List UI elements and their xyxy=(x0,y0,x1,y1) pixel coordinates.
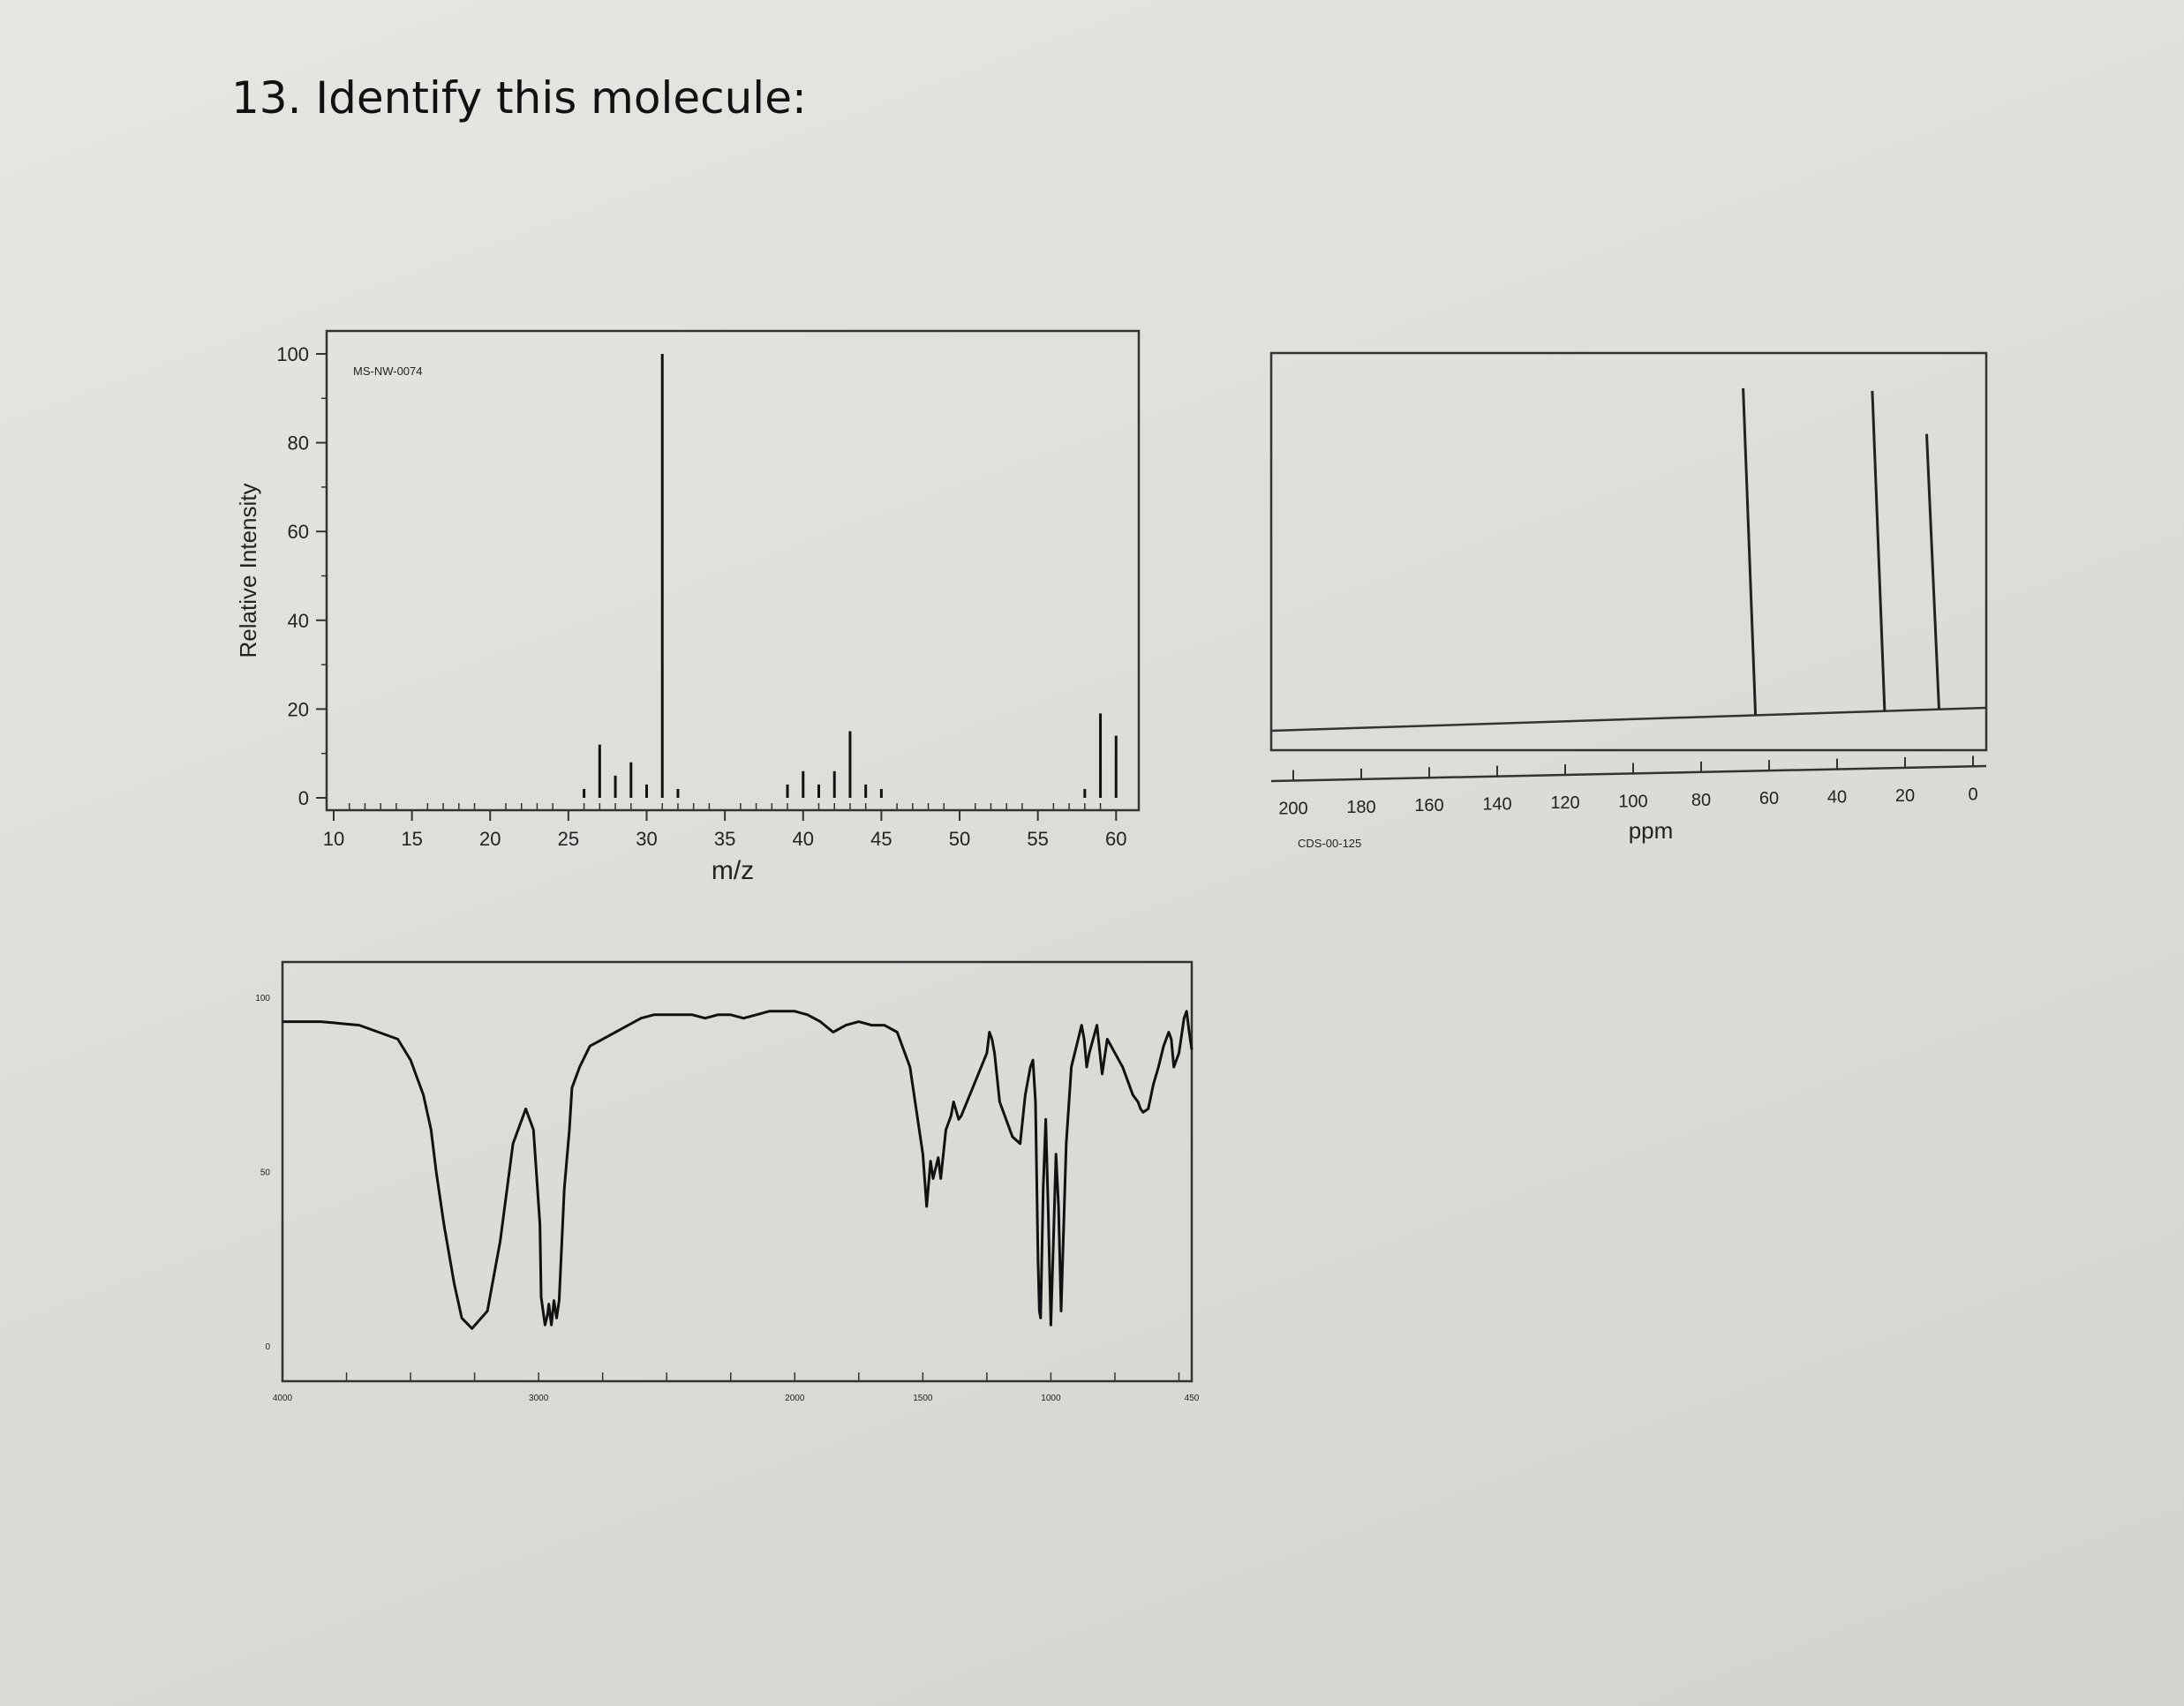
x-tick-label: 40 xyxy=(1827,788,1847,808)
x-tick-label: 60 xyxy=(1759,789,1779,808)
y-tick-label: 80 xyxy=(288,432,309,455)
y-tick-label: 20 xyxy=(288,698,309,720)
x-tick-label: 100 xyxy=(1618,792,1647,811)
ir-trace xyxy=(282,1010,1194,1330)
plot-frame xyxy=(325,329,1141,812)
x-tick-label: 55 xyxy=(1027,828,1048,850)
plot-frame xyxy=(281,960,1194,1383)
x-tick-label: 1000 xyxy=(1041,1394,1061,1403)
x-tick-label: 2000 xyxy=(785,1394,805,1403)
x-tick-label: 60 xyxy=(1105,828,1126,850)
y-tick-label: 40 xyxy=(288,610,309,632)
y-axis-label: Relative Intensity xyxy=(235,484,261,658)
x-tick-label: 80 xyxy=(1691,791,1711,810)
x-axis-label: ppm xyxy=(1629,817,1674,844)
x-tick-label: 120 xyxy=(1550,793,1579,813)
y-tick-label: 0 xyxy=(265,1342,270,1352)
x-tick-label: 160 xyxy=(1414,796,1443,815)
x-tick-label: 15 xyxy=(401,828,422,850)
x-tick-label: 140 xyxy=(1482,795,1511,815)
y-tick-label: 100 xyxy=(255,994,270,1003)
mass-spectrum-chart: 0 20 40 60 80 100 10 15 20 25 30 35 40 45 50 55 60 MS-NW-… xyxy=(235,329,1141,885)
x-tick-label: 50 xyxy=(949,828,970,850)
ms-code-label: MS-NW-0074 xyxy=(353,364,423,378)
x-axis-label: m/z xyxy=(712,856,754,885)
nmr-code-label: CDS-00-125 xyxy=(1298,837,1361,850)
y-tick-label: 50 xyxy=(260,1169,271,1178)
x-tick-label: 3000 xyxy=(529,1394,549,1403)
question-title: 13. Identify this molecule: xyxy=(231,72,807,124)
nmr-baseline xyxy=(1270,706,1987,733)
y-tick-label: 0 xyxy=(298,787,309,809)
x-tick-label: 20 xyxy=(1895,786,1915,806)
nmr-peak xyxy=(1925,433,1940,710)
nmr-peak xyxy=(1742,387,1758,716)
x-tick-label: 40 xyxy=(793,828,814,850)
ir-spectrum-chart: 4000 3000 2000 1500 1000 450 100 50 0 xyxy=(255,960,1200,1403)
nmr-peak xyxy=(1871,390,1887,711)
x-tick-label: 45 xyxy=(870,828,892,850)
x-tick-label: 0 xyxy=(1968,785,1977,804)
x-tick-label: 30 xyxy=(636,828,657,850)
x-tick-label: 35 xyxy=(714,828,735,850)
x-tick-label: 4000 xyxy=(273,1394,293,1403)
plot-frame xyxy=(1269,351,1988,752)
x-tick-label: 25 xyxy=(558,828,579,850)
x-tick-label: 20 xyxy=(479,828,501,850)
x-tick-label: 10 xyxy=(323,828,344,850)
x-tick-label: 180 xyxy=(1346,798,1375,817)
y-tick-label: 100 xyxy=(276,343,309,365)
y-tick-label: 60 xyxy=(288,521,309,543)
ppm-axis-line xyxy=(1270,764,1987,783)
x-tick-label: 450 xyxy=(1185,1394,1200,1403)
x-tick-label: 200 xyxy=(1278,799,1307,818)
x-tick-label: 1500 xyxy=(913,1394,933,1403)
